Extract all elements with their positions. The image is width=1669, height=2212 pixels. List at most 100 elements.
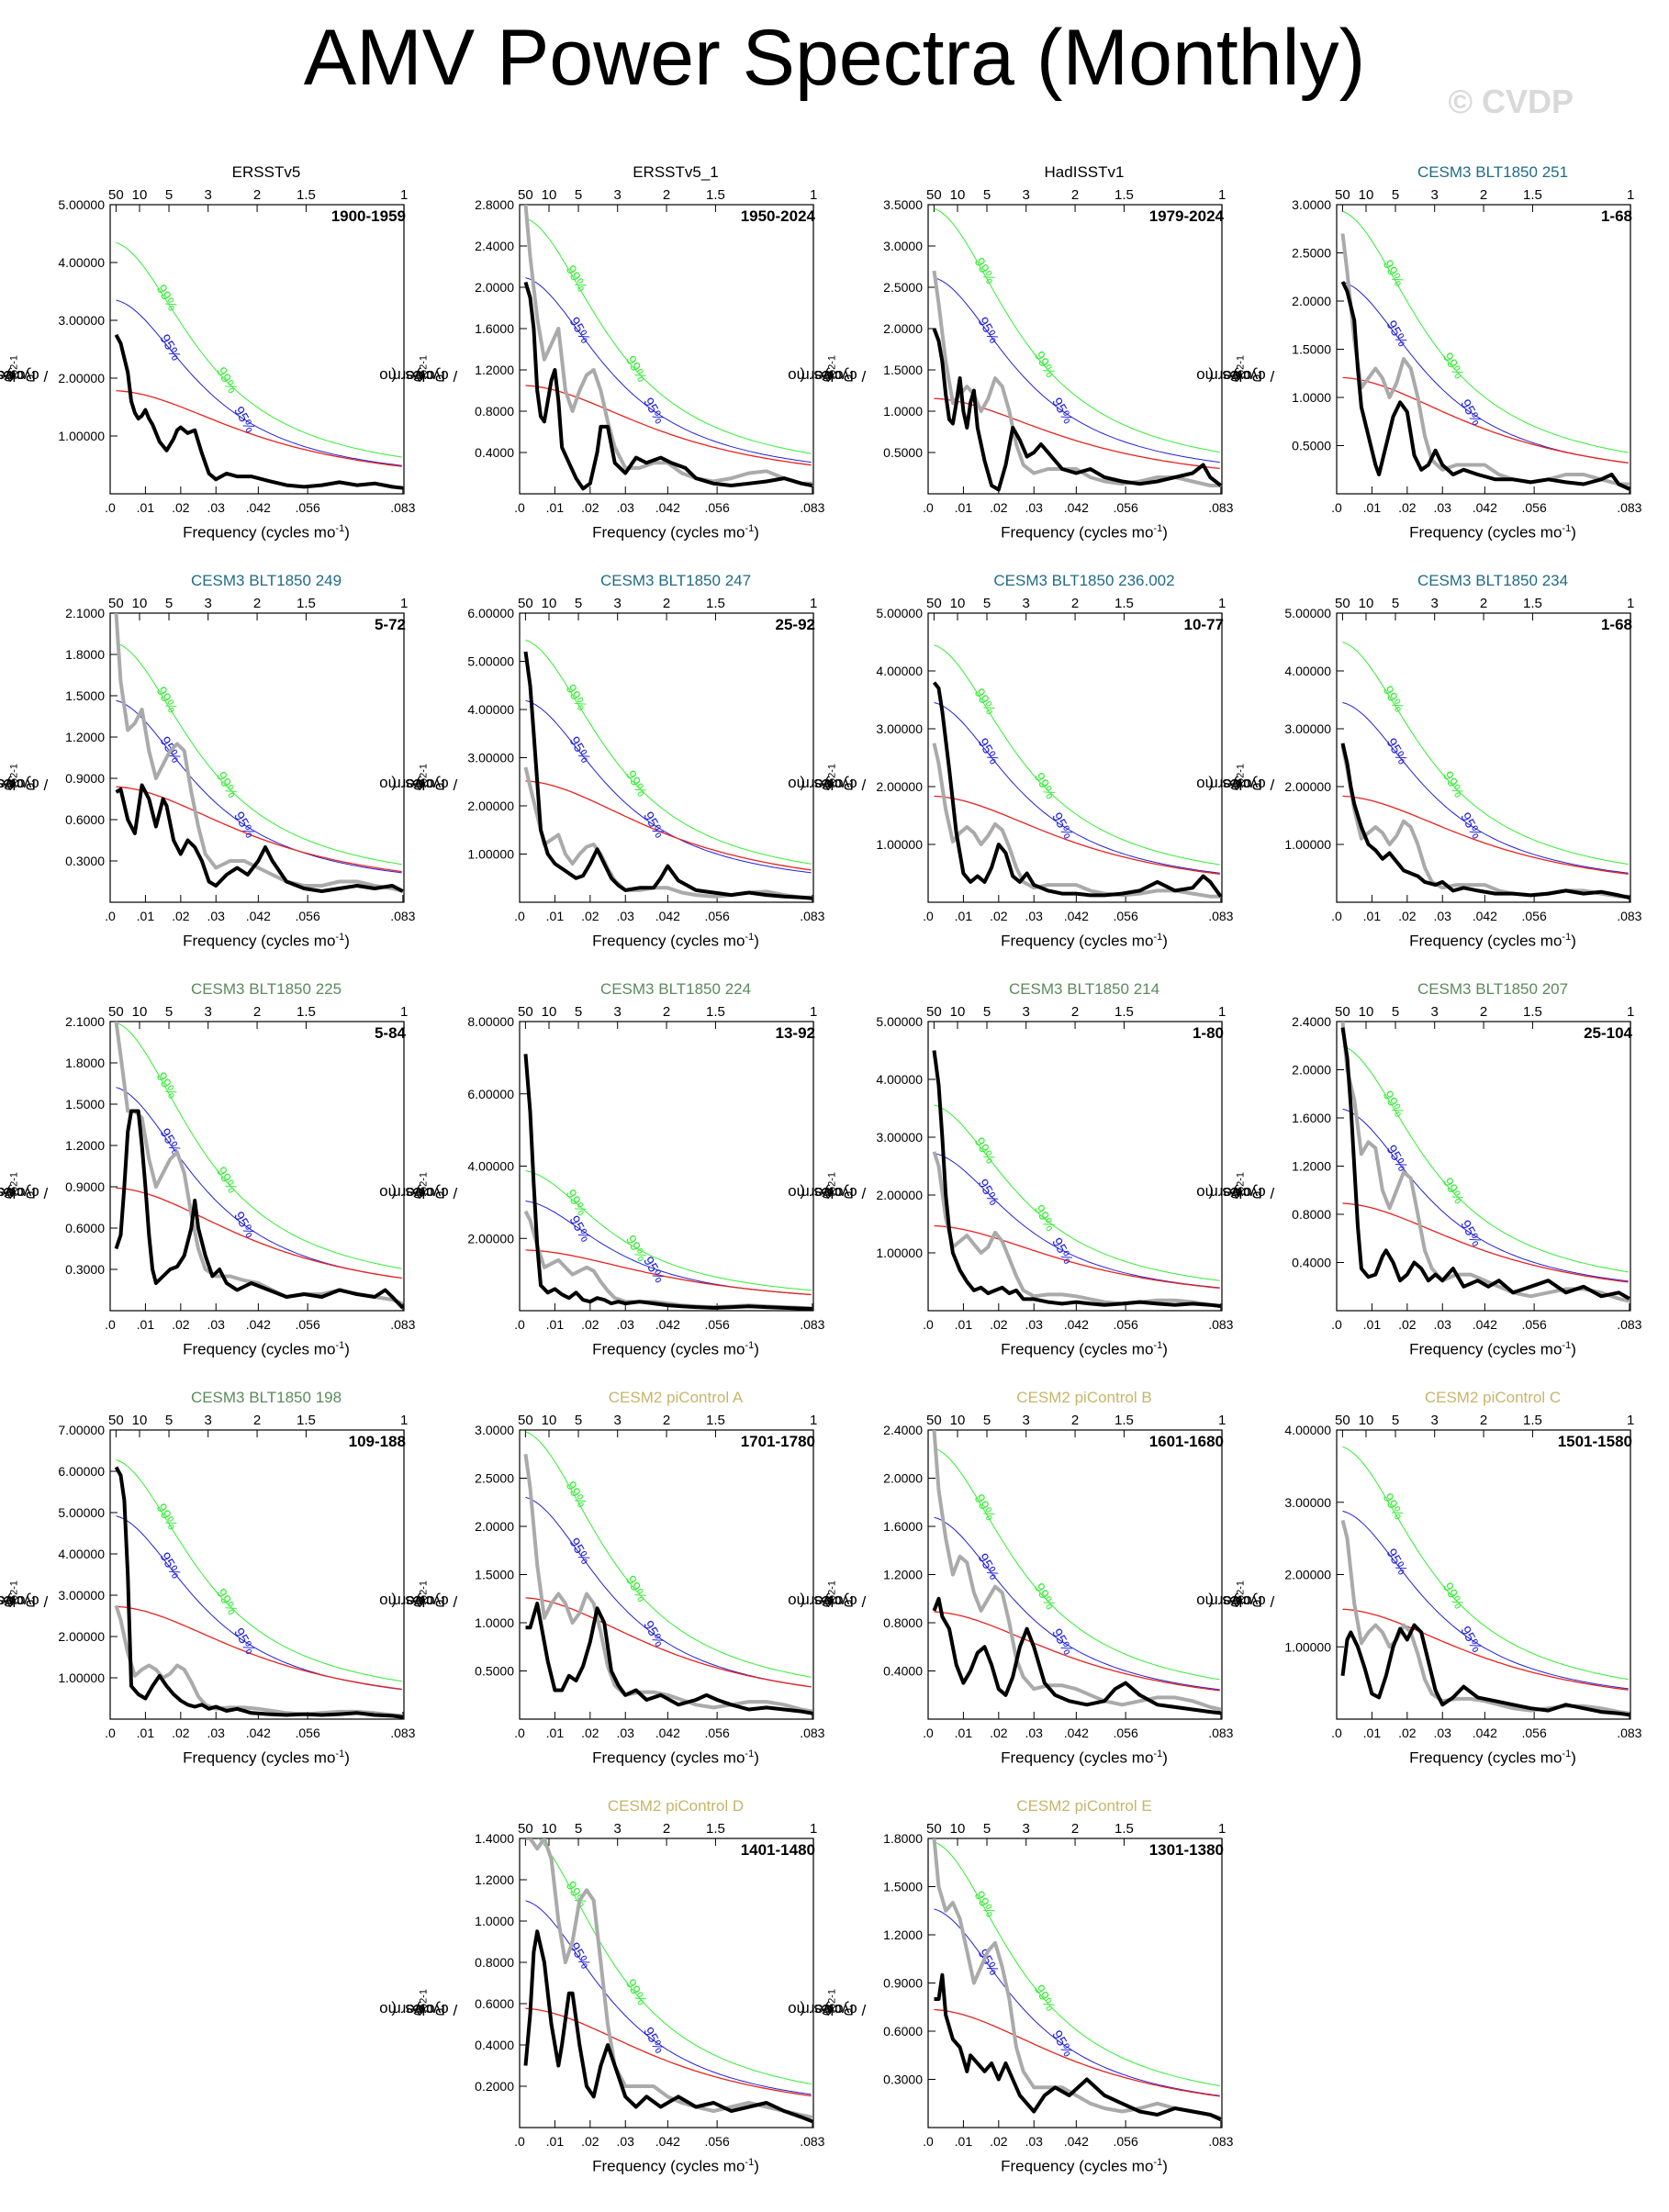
y-tick-label: 4.00000	[876, 1072, 923, 1087]
x-axis-label-sup: -1	[1562, 523, 1572, 534]
ci95-label: 95%	[975, 1551, 1003, 1583]
period-tick-label: 50	[1335, 1413, 1350, 1428]
y-tick-label: 5.00000	[58, 197, 105, 212]
y-tick-label: 0.4000	[475, 445, 514, 460]
ci95-label: 95%	[157, 1126, 185, 1158]
x-axis-label: Frequency (cycles mo-1)	[936, 1340, 1232, 1359]
x-tick-label: .042	[1064, 2134, 1089, 2149]
period-tick-label: 1	[400, 187, 408, 203]
plot-frame	[109, 612, 405, 903]
spectrum-chart: .0 .01 .02 .03 .042 .056 .083 50 10 5 3 2 1.5 1 1.0000…	[876, 596, 1233, 923]
x-axis-label-sup: -1	[745, 1748, 755, 1760]
x-axis-label-end: )	[754, 523, 759, 542]
period-tick-label: 2	[253, 1004, 261, 1020]
x-axis-label-text: Frequency (cycles mo	[1001, 523, 1154, 542]
spectrum-chart: .0 .01 .02 .03 .042 .056 .083 50 10 5 3 2 1.5 1 0.3000…	[883, 1821, 1234, 2149]
y-tick-label: 1.2000	[65, 1138, 105, 1153]
panel-title: CESM3 BLT1850 247	[599, 572, 752, 589]
x-tick-label: .01	[955, 1317, 973, 1332]
panel-title: ERSSTv5	[231, 163, 301, 181]
panel-title: CESM2 piControl A	[608, 1389, 744, 1406]
x-axis-label-sup: -1	[335, 932, 345, 943]
x-tick-label: .03	[207, 500, 226, 515]
x-axis-label: Frequency (cycles mo-1)	[118, 932, 414, 951]
x-tick-label: .083	[1208, 500, 1233, 515]
spectrum-chart: .0 .01 .02 .03 .042 .056 .083 50 10 5 3 2 1.5 1 0.5000…	[475, 1413, 825, 1740]
plot-area: 99% 95% 99% 95%	[114, 241, 404, 490]
spectrum-chart: .0 .01 .02 .03 .042 .056 .083 50 10 5 3 2 1.5 1 1.0000…	[876, 1004, 1233, 1332]
x-tick-label: .042	[655, 909, 680, 923]
y-tick-label: 1.00000	[467, 847, 514, 862]
x-tick-label: .03	[1025, 1317, 1044, 1332]
x-axis-label-end: )	[1571, 1340, 1576, 1358]
y-tick-label: 8.00000	[467, 1014, 514, 1029]
spectrum-chart: .0 .01 .02 .03 .042 .056 .083 50 10 5 3 2 1.5 1 0.4000…	[475, 187, 825, 515]
x-axis-label-text: Frequency (cycles mo	[1409, 1340, 1563, 1358]
x-axis-label-sup: -1	[1153, 1340, 1163, 1351]
ci95-curve	[116, 1515, 402, 1691]
panel-period-label: 1601-1680	[1148, 1433, 1224, 1450]
period-tick-label: 10	[1359, 1004, 1374, 1020]
period-tick-label: 1	[810, 1821, 817, 1837]
spectrum-line	[932, 1596, 1222, 1715]
panel-period-label: 10-77	[1183, 616, 1224, 633]
spectrum-line	[934, 1972, 1222, 2122]
x-tick-label: .042	[1473, 1726, 1497, 1740]
x-tick-label: .056	[1522, 909, 1547, 923]
plot-frame	[927, 1429, 1223, 1720]
panel-title: HadISSTv1	[1044, 163, 1125, 181]
period-tick-label: 3	[614, 1821, 622, 1837]
ci95-curve	[1342, 702, 1629, 874]
red-noise-curve	[1342, 1608, 1629, 1691]
y-tick-label: 1.6000	[1292, 1111, 1331, 1125]
x-tick-label: .02	[172, 909, 190, 923]
ci95-label: 95%	[640, 1618, 667, 1650]
period-tick-label: 3	[205, 1413, 212, 1428]
period-tick-label: 10	[542, 596, 557, 611]
ci95-label: 95%	[1383, 735, 1411, 767]
ci99-curve	[934, 1447, 1220, 1681]
y-tick-label: 2.5000	[883, 280, 923, 295]
y-tick-label: 5.00000	[876, 606, 923, 620]
y-tick-label: 0.9000	[883, 1976, 923, 1991]
obs-spectrum-line	[523, 766, 812, 899]
ci95-label: 95%	[1383, 318, 1411, 350]
period-tick-label: 3	[1431, 1413, 1439, 1428]
panel-title: CESM2 piControl C	[1424, 1389, 1562, 1406]
period-tick-label: 10	[950, 1004, 966, 1020]
panel-title: CESM3 BLT1850 234	[1417, 572, 1569, 589]
x-axis-label: Frequency (cycles mo-1)	[118, 1340, 414, 1359]
panel-period-label: 5-84	[374, 1024, 406, 1042]
period-tick-label: 50	[108, 1413, 124, 1428]
period-tick-label: 2	[663, 187, 670, 203]
ci95-curve	[116, 699, 402, 874]
y-tick-label: 1.5000	[65, 1097, 105, 1112]
y-tick-label: 7.00000	[58, 1423, 105, 1437]
obs-spectrum-line	[932, 1151, 1222, 1308]
period-tick-label: 1.5	[1523, 596, 1542, 611]
plot-frame	[1336, 204, 1631, 495]
ci99-label: 99%	[1031, 1983, 1059, 2015]
period-tick-label: 50	[518, 1413, 533, 1428]
ci95-label: 95%	[157, 1549, 185, 1581]
ci99-curve	[934, 207, 1220, 453]
period-tick-label: 50	[926, 1413, 942, 1428]
ci95-curve	[1342, 1510, 1629, 1690]
x-tick-label: .03	[207, 1317, 226, 1332]
spectrum-chart: .0 .01 .02 .03 .042 .056 .083 50 10 5 3 2 1.5 1 1.0000…	[467, 596, 824, 923]
period-tick-label: 1.5	[297, 1413, 316, 1428]
ci99-curve	[934, 644, 1220, 866]
period-tick-label: 10	[950, 187, 966, 203]
spectrum-panel: CESM2 piControl C 1501-1580 Frequency (cyc…	[1196, 1389, 1642, 1779]
x-axis-label-text: Frequency (cycles mo	[1001, 1340, 1154, 1358]
x-tick-label: .042	[1064, 1726, 1089, 1740]
x-axis-label: Frequency (cycles mo-1)	[528, 2157, 823, 2176]
panel-title: CESM2 piControl E	[1016, 1797, 1152, 1815]
period-tick-label: 1.5	[1523, 1004, 1542, 1020]
panel-title: CESM3 BLT1850 198	[190, 1389, 342, 1406]
red-noise-curve	[525, 2007, 812, 2097]
period-tick-label: 2	[253, 187, 261, 203]
period-tick-label: 1.5	[1115, 596, 1134, 611]
x-tick-label: .01	[955, 500, 973, 515]
y-tick-label: 1.8000	[65, 647, 105, 662]
